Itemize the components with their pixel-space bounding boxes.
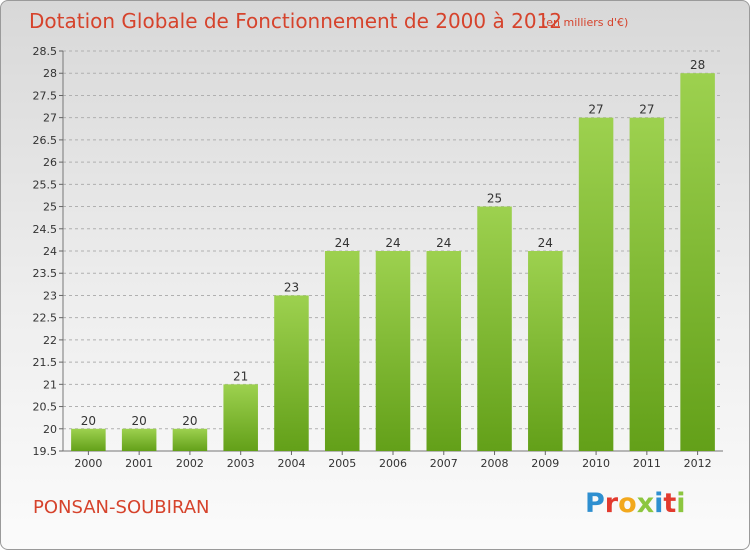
bar-2000 bbox=[71, 428, 106, 451]
y-tick-label: 28 bbox=[43, 67, 57, 80]
y-tick-label: 21.5 bbox=[33, 356, 58, 369]
logo-letter: i bbox=[676, 488, 686, 519]
x-tick-label: 2004 bbox=[277, 457, 305, 470]
bar-2004 bbox=[274, 295, 309, 451]
x-tick-label: 2012 bbox=[684, 457, 712, 470]
logo-letter: o bbox=[618, 488, 637, 519]
bar-2003 bbox=[223, 384, 258, 451]
bar-2008 bbox=[477, 206, 512, 451]
bar-2001 bbox=[121, 428, 157, 451]
y-tick-label: 24.5 bbox=[33, 223, 58, 236]
x-tick-label: 2009 bbox=[531, 457, 559, 470]
bar-2010 bbox=[578, 117, 614, 452]
bar-2002 bbox=[172, 428, 208, 451]
data-label: 20 bbox=[182, 414, 197, 428]
y-tick-label: 23.5 bbox=[33, 267, 58, 280]
x-tick-label: 2007 bbox=[430, 457, 458, 470]
x-tick-label: 2010 bbox=[582, 457, 610, 470]
y-tick-label: 22 bbox=[43, 334, 57, 347]
data-label: 24 bbox=[436, 236, 451, 250]
data-labels: 20 20 20 21 23 24 24 24 25 24 27 27 28 bbox=[81, 58, 706, 428]
logo-letter: x bbox=[636, 488, 655, 519]
y-tick-label: 25.5 bbox=[33, 178, 58, 191]
y-tick-label: 25 bbox=[43, 201, 57, 214]
x-tick-label: 2011 bbox=[633, 457, 661, 470]
y-tick-label: 21 bbox=[43, 378, 57, 391]
x-tick-label: 2005 bbox=[328, 457, 356, 470]
x-tick-label: 2003 bbox=[227, 457, 255, 470]
y-tick-label: 28.5 bbox=[33, 45, 58, 58]
bar-2007 bbox=[426, 251, 462, 451]
data-label: 27 bbox=[588, 103, 603, 117]
y-tick-label: 19.5 bbox=[33, 445, 58, 458]
data-label: 20 bbox=[132, 414, 147, 428]
y-tick-label: 20.5 bbox=[33, 401, 58, 414]
y-tick-label: 22.5 bbox=[33, 312, 58, 325]
data-label: 24 bbox=[385, 236, 400, 250]
x-tick-label: 2000 bbox=[74, 457, 102, 470]
y-tick-label: 24 bbox=[43, 245, 57, 258]
data-label: 27 bbox=[639, 103, 654, 117]
y-tick-label: 27 bbox=[43, 112, 57, 125]
y-tick-label: 23 bbox=[43, 289, 57, 302]
y-tick-label: 26.5 bbox=[33, 134, 58, 147]
data-label: 24 bbox=[335, 236, 350, 250]
x-tick-label: 2001 bbox=[125, 457, 153, 470]
logo-letter: i bbox=[654, 488, 664, 519]
y-tick-label: 27.5 bbox=[33, 89, 58, 102]
data-label: 24 bbox=[538, 236, 553, 250]
chart-title: Dotation Globale de Fonctionnement de 20… bbox=[29, 9, 562, 33]
logo-letter: r bbox=[604, 488, 619, 519]
logo-letter: P bbox=[585, 488, 605, 519]
data-label: 25 bbox=[487, 192, 502, 206]
data-label: 23 bbox=[284, 280, 299, 294]
bar-2005 bbox=[324, 251, 360, 451]
data-label: 21 bbox=[233, 369, 248, 383]
y-axis-ticks: 19.5 20 20.5 21 21.5 22 22.5 23 23.5 24 24.5 25 25.5… bbox=[33, 45, 63, 458]
data-label: 20 bbox=[81, 414, 96, 428]
bar-2006 bbox=[375, 251, 411, 451]
bars bbox=[71, 73, 715, 452]
x-axis-ticks: 2000 2001 2002 2003 2004 2005 2006 2007 2008 2009… bbox=[74, 451, 712, 470]
y-tick-label: 20 bbox=[43, 423, 57, 436]
bar-2012 bbox=[680, 73, 715, 451]
bar-2009 bbox=[528, 251, 563, 451]
commune-name: PONSAN-SOUBIRAN bbox=[33, 497, 210, 518]
data-label: 28 bbox=[690, 58, 705, 72]
bar-2011 bbox=[629, 117, 665, 452]
x-tick-label: 2008 bbox=[481, 457, 509, 470]
x-tick-label: 2002 bbox=[176, 457, 204, 470]
logo-letter: t bbox=[663, 488, 677, 519]
x-tick-label: 2006 bbox=[379, 457, 407, 470]
proxiti-logo: Proxiti bbox=[585, 488, 686, 519]
chart-unit-note: (en milliers d'€) bbox=[542, 16, 629, 29]
y-tick-label: 26 bbox=[43, 156, 57, 169]
